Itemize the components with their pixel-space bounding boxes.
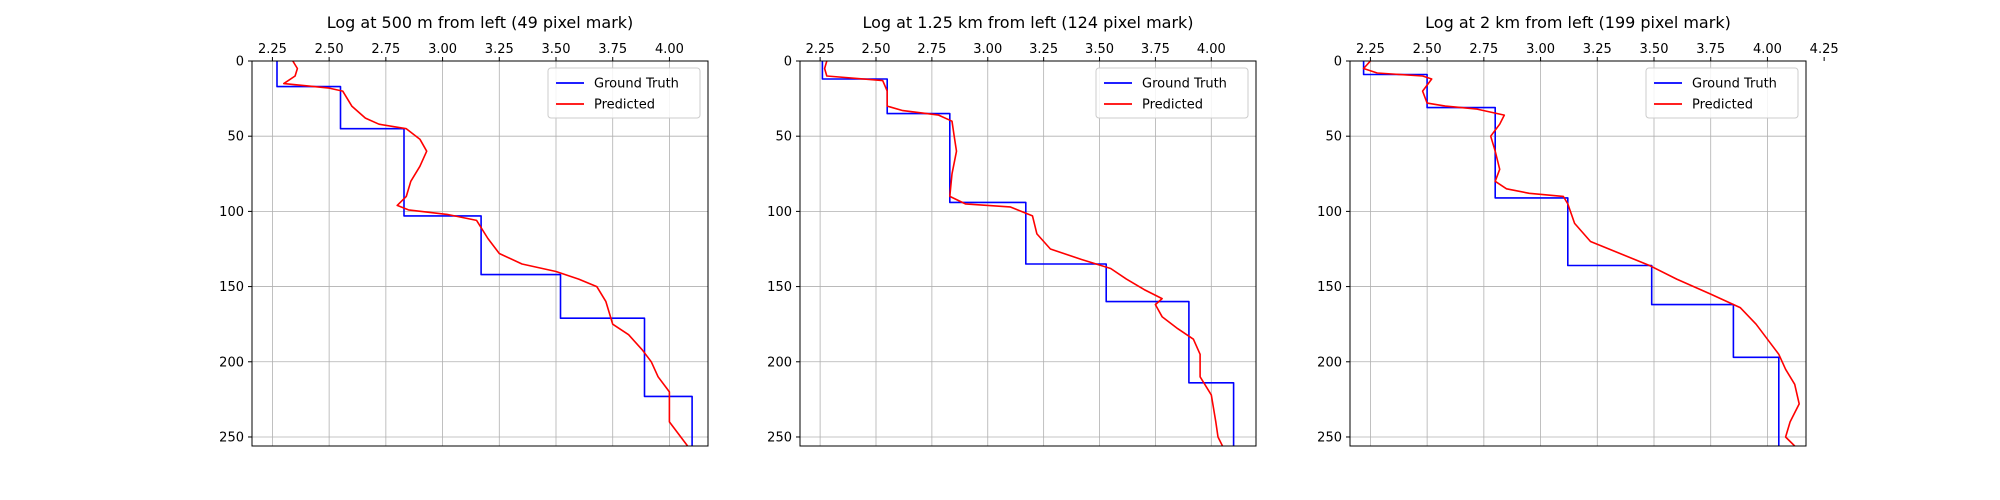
chart-title: Log at 2 km from left (199 pixel mark) [1425, 13, 1731, 32]
x-tick-label: 3.25 [1583, 42, 1612, 57]
y-tick-label: 100 [767, 205, 792, 220]
x-tick-label: 2.75 [1469, 42, 1498, 57]
x-tick-label: 3.00 [973, 42, 1002, 57]
legend-label-predicted: Predicted [1692, 98, 1753, 113]
y-tick-label: 50 [227, 130, 244, 145]
x-tick-label: 4.00 [1753, 42, 1782, 57]
y-tick-label: 50 [1325, 130, 1342, 145]
y-tick-label: 100 [1317, 205, 1342, 220]
chart-panel-2: 2.25 2.50 2.75 3.00 3.25 3.50 3.75 4.00 0 50 100 15… [767, 13, 1257, 447]
y-tick-label: 0 [236, 55, 244, 70]
legend: Ground Truth Predicted [1095, 67, 1249, 119]
chart-panel-3: 2.25 2.50 2.75 3.00 3.25 3.50 3.75 4.00 4.25 0 50 1… [1317, 13, 1839, 447]
y-tick-label: 150 [1317, 280, 1342, 295]
x-tick-label: 2.25 [258, 42, 287, 57]
chart-title: Log at 1.25 km from left (124 pixel mark… [862, 13, 1193, 32]
plot-frame [251, 60, 709, 447]
series-line-ground-truth [821, 61, 1235, 446]
x-tick-label: 3.75 [1696, 42, 1725, 57]
legend-label-ground-truth: Ground Truth [1692, 77, 1777, 92]
y-tick-label: 200 [219, 355, 244, 370]
x-tick-label: 2.50 [862, 42, 891, 57]
y-tick-label: 0 [784, 55, 792, 70]
x-tick-label: 2.75 [917, 42, 946, 57]
x-tick-label: 2.25 [1356, 42, 1385, 57]
y-tick-label: 150 [767, 280, 792, 295]
chart-panel-1: 2.25 2.50 2.75 3.00 3.25 3.50 3.75 4.00 0 50 100 15… [219, 13, 709, 447]
legend-box [547, 67, 701, 119]
x-tick-label: 2.75 [371, 42, 400, 57]
y-tick-label: 250 [219, 430, 244, 445]
x-tick-label: 3.25 [485, 42, 514, 57]
y-tick-label: 50 [775, 130, 792, 145]
series-line-ground-truth [1362, 61, 1780, 446]
x-tick-label: 3.50 [1640, 42, 1669, 57]
x-tick-label: 3.50 [542, 42, 571, 57]
x-tick-label: 2.50 [315, 42, 344, 57]
x-tick-label: 3.75 [598, 42, 627, 57]
legend: Ground Truth Predicted [1645, 67, 1799, 119]
y-tick-label: 0 [1334, 55, 1342, 70]
legend: Ground Truth Predicted [547, 67, 701, 119]
y-tick-label: 250 [767, 430, 792, 445]
plot-frame [1349, 60, 1807, 447]
x-tick-label: 4.25 [1810, 42, 1839, 57]
legend-box [1645, 67, 1799, 119]
series-line-predicted [283, 61, 689, 446]
x-tick-label: 2.50 [1413, 42, 1442, 57]
x-tick-label: 3.50 [1085, 42, 1114, 57]
legend-label-predicted: Predicted [1142, 98, 1203, 113]
series-line-ground-truth [276, 61, 693, 446]
legend-label-ground-truth: Ground Truth [1142, 77, 1227, 92]
x-tick-label: 3.00 [1526, 42, 1555, 57]
y-tick-label: 100 [219, 205, 244, 220]
x-tick-label: 2.25 [806, 42, 835, 57]
y-tick-label: 200 [767, 355, 792, 370]
x-tick-label: 4.00 [1197, 42, 1226, 57]
chart-title: Log at 500 m from left (49 pixel mark) [327, 13, 634, 32]
legend-label-ground-truth: Ground Truth [594, 77, 679, 92]
x-tick-label: 4.00 [655, 42, 684, 57]
y-tick-label: 150 [219, 280, 244, 295]
x-tick-label: 3.75 [1141, 42, 1170, 57]
series-line-predicted [1362, 61, 1800, 446]
x-tick-label: 3.25 [1029, 42, 1058, 57]
legend-box [1095, 67, 1249, 119]
y-tick-label: 200 [1317, 355, 1342, 370]
plot-frame [799, 60, 1257, 447]
legend-label-predicted: Predicted [594, 98, 655, 113]
y-tick-label: 250 [1317, 430, 1342, 445]
x-tick-label: 3.00 [428, 42, 457, 57]
series-line-predicted [823, 61, 1224, 446]
